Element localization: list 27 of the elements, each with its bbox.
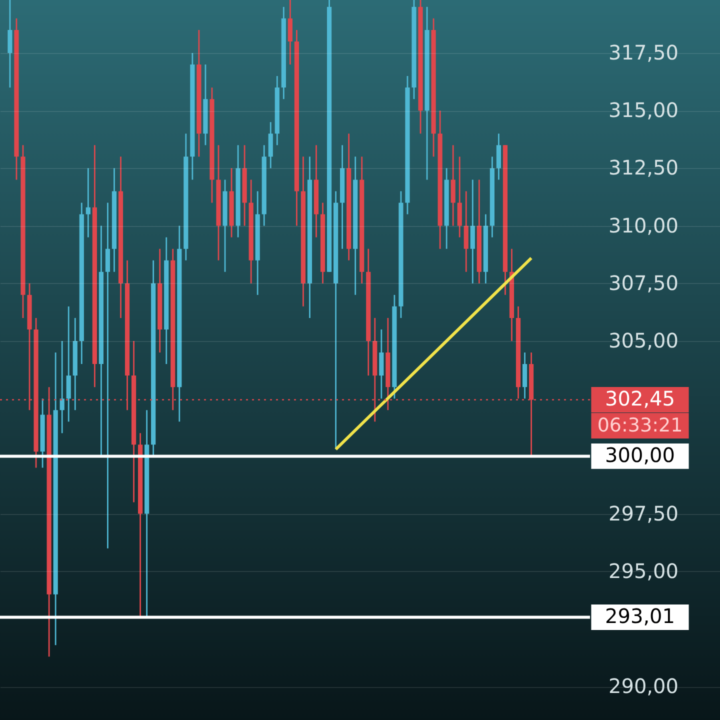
candlestick xyxy=(8,0,12,88)
candlestick xyxy=(105,202,110,550)
ref-line-label: 302,45 xyxy=(605,386,675,411)
y-tick-label: 297,50 xyxy=(608,501,678,526)
text: 06:33:21 xyxy=(597,414,683,437)
candlestick xyxy=(379,328,384,400)
ref-line-label: 293,01 xyxy=(605,604,675,628)
y-tick-label: 312,50 xyxy=(608,156,678,180)
candlestick xyxy=(496,132,502,180)
candlestick xyxy=(288,0,292,66)
ref-line-label: 300,00 xyxy=(605,443,675,468)
candlestick xyxy=(450,144,456,226)
candlestick xyxy=(470,179,475,284)
candlestick xyxy=(268,121,273,169)
y-tick-label: 315,00 xyxy=(608,98,678,122)
y-tick-label: 317,50 xyxy=(608,40,678,64)
y-tick-label: 307,50 xyxy=(608,270,678,295)
candlestick xyxy=(464,190,468,273)
y-tick-label: 305,00 xyxy=(608,328,678,352)
candlestick xyxy=(60,340,64,434)
y-tick-label: 295,00 xyxy=(608,558,678,583)
candlestick xyxy=(522,352,528,400)
y-tick-label: 290,00 xyxy=(608,674,678,698)
y-tick-label: 310,00 xyxy=(608,213,678,238)
candlestick xyxy=(66,306,71,422)
candlestick xyxy=(457,156,462,238)
candlestick xyxy=(86,167,90,238)
